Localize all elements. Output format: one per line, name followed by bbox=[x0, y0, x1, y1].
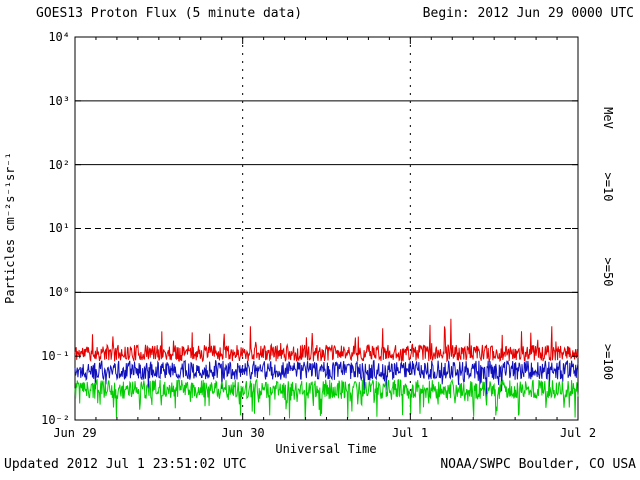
x-tick-label: Jul 1 bbox=[392, 426, 428, 440]
x-tick-label: Jun 29 bbox=[53, 426, 96, 440]
x-axis-label: Universal Time bbox=[275, 442, 376, 456]
credit-label: NOAA/SWPC Boulder, CO USA bbox=[440, 457, 636, 472]
series-line-gege10 bbox=[74, 318, 579, 363]
y-tick-label: 10¹ bbox=[48, 221, 70, 235]
axis-ticks-layer bbox=[74, 36, 579, 421]
series-line-gege50 bbox=[74, 359, 579, 398]
x-tick-label: Jun 30 bbox=[221, 426, 264, 440]
y-tick-label: 10⁻² bbox=[41, 413, 70, 427]
y-tick-label: 10² bbox=[48, 158, 70, 172]
y-tick-label: 10⁰ bbox=[48, 285, 70, 299]
begin-label: Begin: 2012 Jun 29 0000 UTC bbox=[423, 6, 634, 21]
series-line-gege100 bbox=[74, 378, 579, 421]
x-tick-label: Jul 2 bbox=[560, 426, 596, 440]
grid-layer bbox=[75, 37, 578, 420]
series-label-ge50: >=50 bbox=[601, 258, 615, 287]
series-layer bbox=[74, 318, 579, 421]
series-label-ge100: >=100 bbox=[601, 344, 615, 380]
y-tick-label: 10⁻¹ bbox=[41, 349, 70, 363]
y-tick-label: 10⁴ bbox=[48, 30, 70, 44]
right-axis-unit-label: MeV bbox=[601, 107, 615, 129]
y-tick-label: 10³ bbox=[48, 94, 70, 108]
series-label-ge10: >=10 bbox=[601, 173, 615, 202]
y-axis-label: Particles cm⁻²s⁻¹sr⁻¹ bbox=[3, 152, 17, 304]
updated-label: Updated 2012 Jul 1 23:51:02 UTC bbox=[4, 457, 247, 472]
chart-title: GOES13 Proton Flux (5 minute data) bbox=[36, 6, 302, 21]
